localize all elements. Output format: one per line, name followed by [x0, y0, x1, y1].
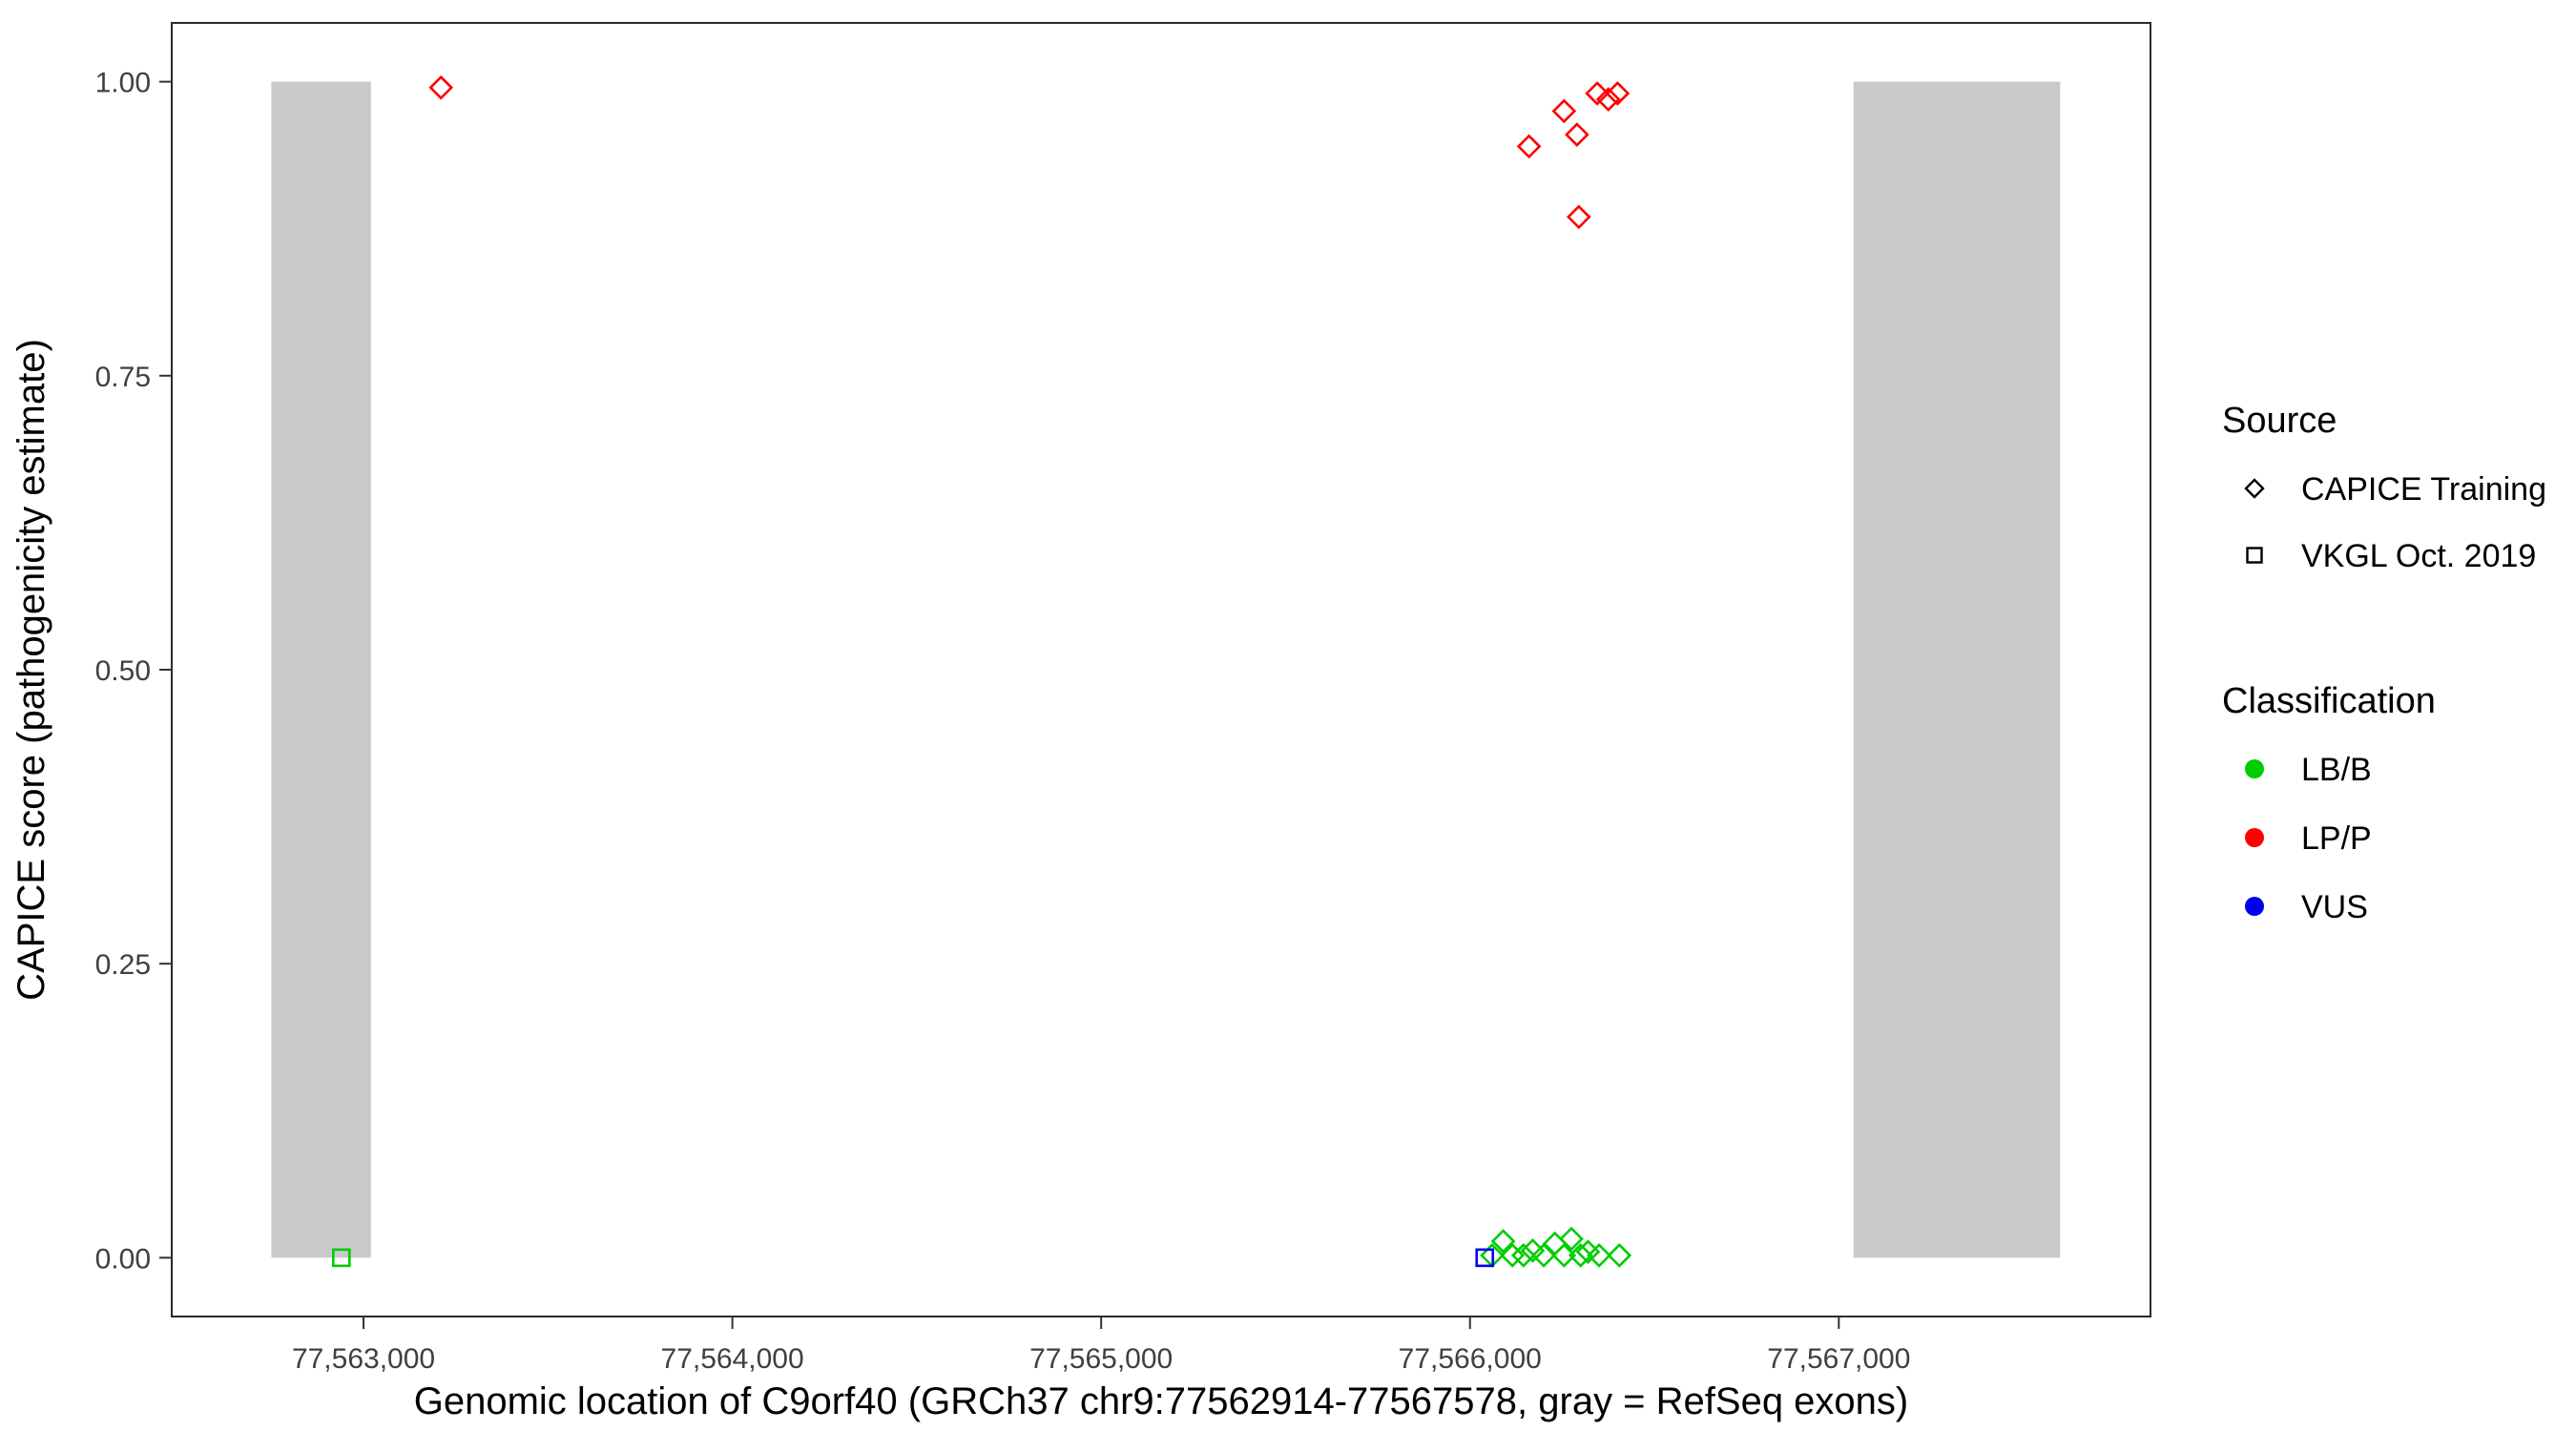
legend-source-item-label: CAPICE Training — [2301, 471, 2546, 508]
data-point-diamond — [1551, 98, 1577, 124]
data-point-diamond — [1490, 1229, 1516, 1254]
data-point-square — [1475, 1248, 1495, 1268]
data-point-diamond — [1516, 134, 1542, 159]
data-point-diamond — [1605, 81, 1631, 106]
legend-color-dot — [2245, 828, 2264, 847]
x-tick-label: 77,567,000 — [1767, 1343, 1910, 1375]
legend-source-item-label: VKGL Oct. 2019 — [2301, 538, 2536, 574]
data-point-diamond — [1595, 87, 1621, 112]
data-point-diamond — [1607, 1243, 1632, 1268]
data-point-diamond — [1531, 1243, 1556, 1268]
y-tick-label: 1.00 — [95, 68, 151, 99]
legend-classification-items: LB/B LP/P VUS — [2245, 752, 2372, 925]
data-points-layer — [332, 74, 1632, 1268]
y-tick-label: 0.25 — [95, 949, 151, 981]
data-point-diamond — [1568, 1243, 1593, 1268]
legend: Source CAPICE Training VKGL Oct. 2019 Cla… — [2222, 401, 2546, 925]
x-tick-label: 77,563,000 — [292, 1343, 435, 1375]
exon-rects-layer — [271, 81, 2061, 1258]
data-point-diamond — [1500, 1243, 1526, 1268]
legend-color-dot — [2245, 897, 2264, 916]
data-point-diamond — [1566, 204, 1591, 230]
legend-source-title: Source — [2222, 401, 2337, 441]
legend-classification-item-label: LB/B — [2301, 752, 2372, 788]
x-axis-title: Genomic location of C9orf40 (GRCh37 chr9… — [414, 1380, 1909, 1422]
refseq-exon-rect — [1853, 81, 2061, 1258]
legend-classification-title: Classification — [2222, 681, 2436, 721]
x-tick-label: 77,565,000 — [1029, 1343, 1173, 1375]
data-point-diamond — [428, 74, 454, 100]
data-point-diamond — [1585, 81, 1610, 106]
data-point-diamond — [1551, 1243, 1577, 1268]
legend-classification-item-label: LP/P — [2301, 820, 2372, 857]
y-tick-label: 0.00 — [95, 1243, 151, 1275]
data-point-diamond — [1510, 1243, 1536, 1268]
data-point-diamond — [1520, 1238, 1546, 1263]
y-axis-title: CAPICE score (pathogenicity estimate) — [10, 339, 52, 1001]
plot-panel — [171, 22, 2151, 1317]
data-point-diamond — [1565, 122, 1589, 147]
legend-color-dot — [2245, 759, 2264, 778]
y-tick-label: 0.50 — [95, 655, 151, 687]
legend-square-glyph — [2246, 547, 2263, 564]
data-point-square — [332, 1248, 351, 1268]
x-tick-label: 77,566,000 — [1399, 1343, 1542, 1375]
legend-diamond-glyph — [2244, 478, 2265, 499]
refseq-exon-rect — [271, 81, 371, 1258]
data-point-diamond — [1587, 1243, 1611, 1268]
data-point-diamond — [1559, 1226, 1584, 1252]
x-axis: 77,563,000 77,564,000 77,565,000 77,566,000… — [292, 1317, 1910, 1375]
legend-classification-item-label: VUS — [2301, 889, 2368, 925]
y-axis: 0.00 0.25 0.50 0.75 1.00 — [95, 68, 172, 1275]
legend-source-items: CAPICE Training VKGL Oct. 2019 — [2244, 471, 2546, 574]
x-tick-label: 77,564,000 — [661, 1343, 804, 1375]
y-tick-label: 0.75 — [95, 362, 151, 393]
